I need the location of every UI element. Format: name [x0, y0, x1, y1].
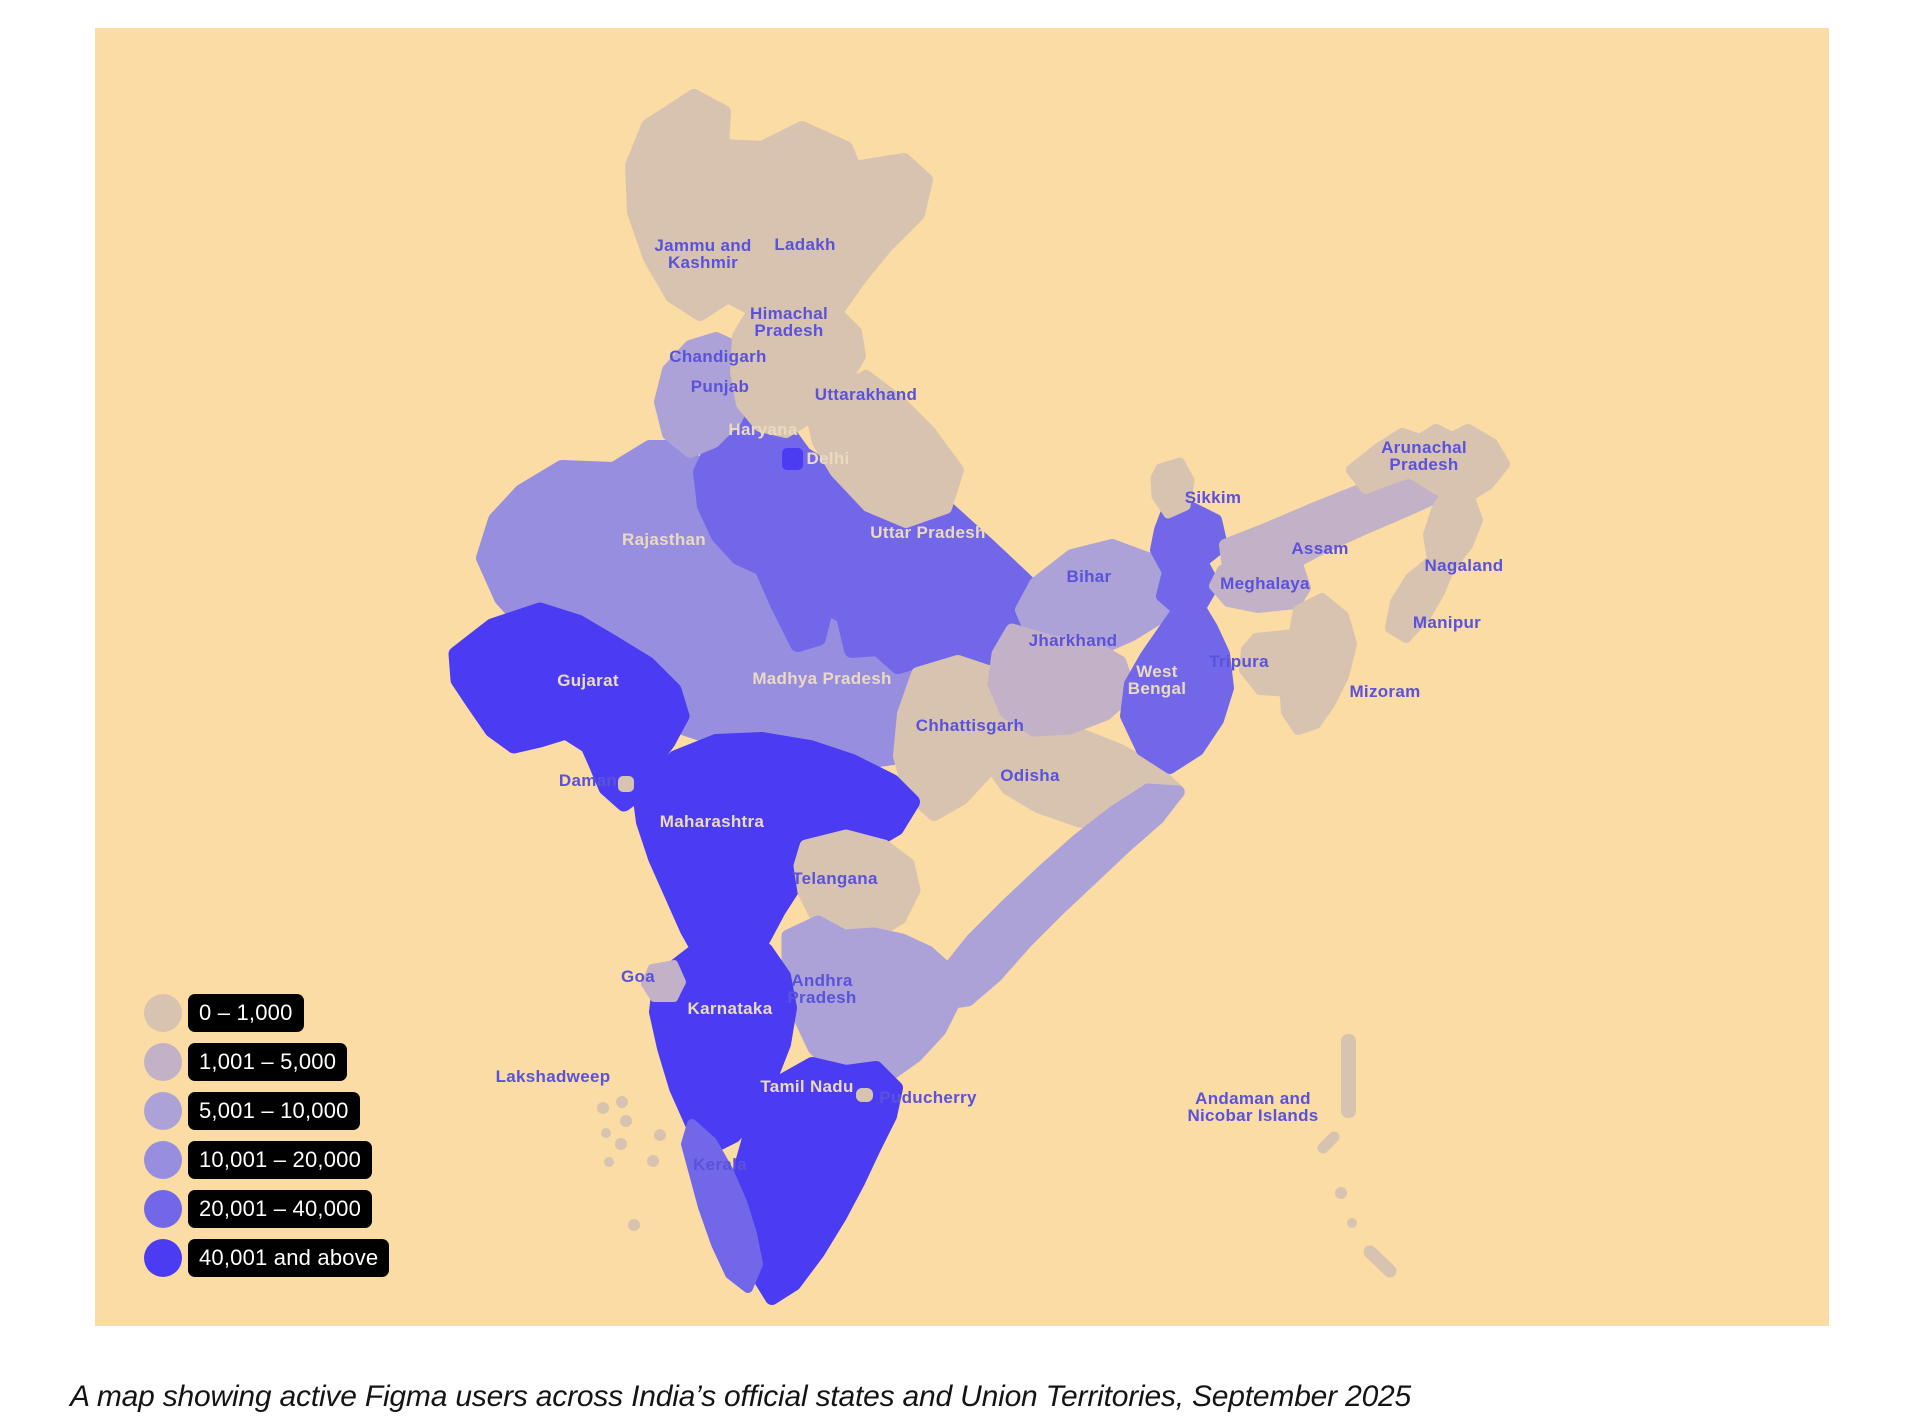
state-label-ladakh: Ladakh	[774, 235, 835, 254]
state-lakshadweep	[628, 1219, 640, 1231]
state-andaman-nicobar	[1341, 1034, 1356, 1118]
legend-item: 5,001 – 10,000	[144, 1092, 389, 1130]
legend: 0 – 1,000 1,001 – 5,000 5,001 – 10,000 10,0…	[144, 994, 390, 1277]
state-label-daman: Daman	[559, 771, 617, 790]
state-label-karnataka: Karnataka	[688, 999, 773, 1018]
state-label-gujarat: Gujarat	[557, 671, 619, 690]
state-arunachal-pradesh	[1346, 424, 1510, 506]
state-lakshadweep	[654, 1129, 666, 1141]
state-label-telangana: Telangana	[792, 869, 878, 888]
state-andaman-nicobar	[1335, 1187, 1347, 1199]
state-uttarakhand	[806, 370, 964, 528]
legend-item: 10,001 – 20,000	[144, 1141, 389, 1179]
state-label-andaman-nicobar: Andaman and Nicobar Islands	[1187, 1089, 1318, 1125]
states-layer	[448, 89, 1510, 1305]
state-tripura	[1239, 629, 1315, 697]
legend-label: 40,001 and above	[188, 1239, 390, 1277]
state-lakshadweep	[616, 1096, 628, 1108]
state-label-delhi: Delhi	[806, 449, 849, 468]
state-label-nagaland: Nagaland	[1425, 556, 1504, 575]
state-telangana	[793, 829, 921, 943]
state-andaman-nicobar	[1363, 1245, 1397, 1278]
legend-item: 1,001 – 5,000	[144, 1043, 389, 1081]
state-andaman-nicobar	[1347, 1218, 1357, 1228]
legend-item: 20,001 – 40,000	[144, 1190, 389, 1228]
state-lakshadweep	[615, 1138, 627, 1150]
state-label-sikkim: Sikkim	[1185, 488, 1242, 507]
legend-label: 1,001 – 5,000	[188, 1043, 348, 1081]
labels-layer: Rajasthan Madhya Pradesh Haryana Uttar Prad…	[496, 235, 1504, 1174]
state-west-bengal	[1120, 502, 1234, 774]
state-delhi	[782, 448, 803, 470]
state-label-andhra-pradesh: Andhra Pradesh	[787, 971, 856, 1007]
legend-label: 20,001 – 40,000	[188, 1190, 373, 1228]
state-puducherry	[856, 1088, 873, 1102]
state-label-assam: Assam	[1291, 539, 1348, 558]
state-andaman-nicobar	[1317, 1131, 1340, 1154]
state-label-himachal-pradesh: Himachal Pradesh	[750, 304, 828, 340]
state-meghalaya	[1209, 559, 1311, 613]
state-label-arunachal-pradesh: Arunachal Pradesh	[1381, 438, 1467, 474]
state-chhattisgarh	[893, 655, 1013, 821]
legend-swatch-icon	[144, 1043, 182, 1081]
legend-swatch-icon	[144, 1190, 182, 1228]
state-label-rajasthan: Rajasthan	[622, 530, 706, 549]
state-jharkhand	[987, 623, 1137, 737]
state-label-kerala: Kerala	[693, 1155, 747, 1174]
state-label-uttarakhand: Uttarakhand	[815, 385, 918, 404]
state-label-punjab: Punjab	[691, 377, 749, 396]
legend-label: 5,001 – 10,000	[188, 1092, 360, 1130]
state-gujarat	[448, 602, 690, 812]
state-label-jammu-kashmir: Jammu and Kashmir	[654, 236, 751, 272]
state-label-manipur: Manipur	[1413, 613, 1481, 632]
legend-item: 0 – 1,000	[144, 994, 389, 1032]
caption: A map showing active Figma users across …	[70, 1380, 1412, 1413]
legend-swatch-icon	[144, 1092, 182, 1130]
state-uttar-pradesh	[756, 448, 1078, 678]
legend-label: 10,001 – 20,000	[188, 1141, 373, 1179]
state-sikkim	[1150, 457, 1195, 519]
state-label-west-bengal: West Bengal	[1128, 662, 1186, 698]
state-label-madhya-pradesh: Madhya Pradesh	[752, 669, 891, 688]
state-label-goa: Goa	[621, 967, 655, 986]
state-label-jharkhand: Jharkhand	[1029, 631, 1118, 650]
state-label-haryana: Haryana	[728, 420, 797, 439]
state-lakshadweep	[597, 1102, 609, 1114]
state-label-chhattisgarh: Chhattisgarh	[916, 716, 1024, 735]
state-label-lakshadweep: Lakshadweep	[496, 1067, 611, 1086]
state-label-uttar-pradesh: Uttar Pradesh	[870, 523, 985, 542]
state-label-tamil-nadu: Tamil Nadu	[760, 1077, 853, 1096]
state-lakshadweep	[601, 1128, 611, 1138]
legend-swatch-icon	[144, 994, 182, 1032]
state-label-odisha: Odisha	[1000, 766, 1060, 785]
legend-swatch-icon	[144, 1141, 182, 1179]
state-label-puducherry: Puducherry	[879, 1088, 977, 1107]
state-label-bihar: Bihar	[1067, 567, 1112, 586]
state-goa	[641, 960, 686, 1002]
state-kerala	[681, 1119, 763, 1293]
state-label-maharashtra: Maharashtra	[660, 812, 765, 831]
state-lakshadweep	[647, 1155, 659, 1167]
legend-swatch-icon	[144, 1239, 182, 1277]
state-label-meghalaya: Meghalaya	[1220, 574, 1310, 593]
state-lakshadweep	[604, 1157, 614, 1167]
state-lakshadweep	[620, 1115, 632, 1127]
state-label-mizoram: Mizoram	[1349, 682, 1420, 701]
legend-label: 0 – 1,000	[188, 994, 304, 1032]
state-label-tripura: Tripura	[1209, 652, 1269, 671]
state-daman	[618, 776, 634, 792]
state-label-chandigarh: Chandigarh	[669, 347, 766, 366]
state-manipur	[1385, 555, 1455, 643]
legend-item: 40,001 and above	[144, 1239, 390, 1277]
